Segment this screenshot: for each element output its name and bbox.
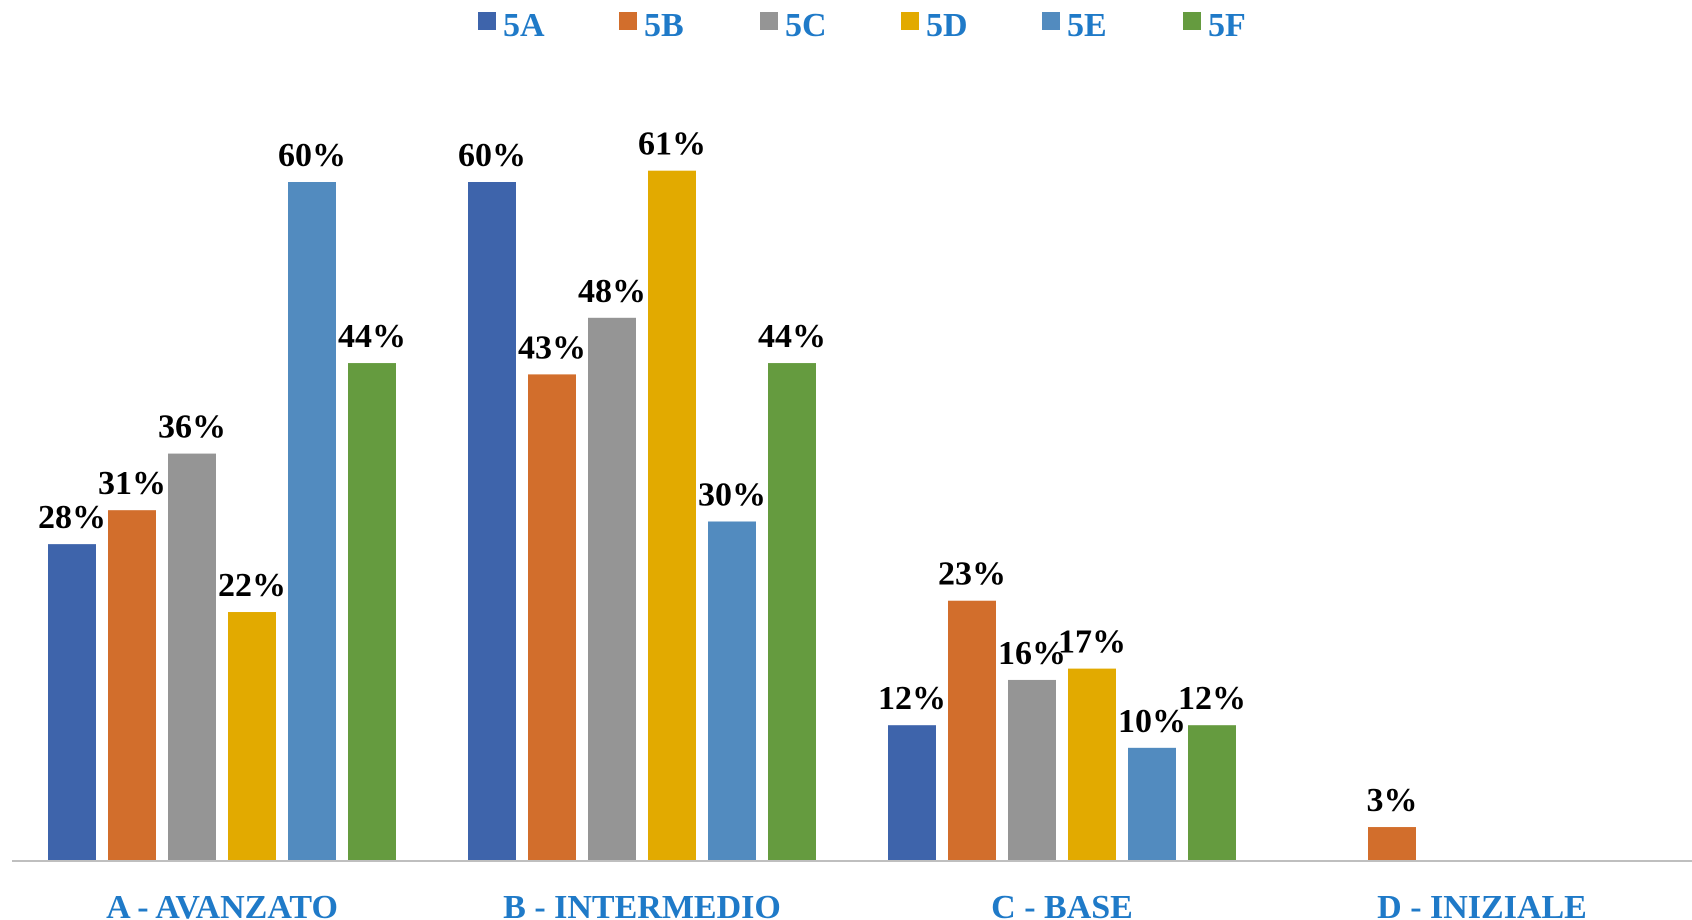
category-labels: A - AVANZATO B - INTERMEDIO C - BASE D - IN… bbox=[106, 889, 1587, 920]
data-label-5c-1: 36% bbox=[158, 409, 226, 446]
data-label-5b-4: 3% bbox=[1367, 782, 1418, 819]
data-label-5c-3: 16% bbox=[998, 635, 1066, 672]
bar-5d-3 bbox=[1068, 668, 1116, 861]
legend-swatch-5d bbox=[901, 12, 919, 30]
legend-label-5d: 5D bbox=[926, 7, 968, 44]
data-label-5b-1: 31% bbox=[98, 465, 166, 502]
data-label-5d-2: 61% bbox=[638, 126, 706, 163]
bars bbox=[48, 170, 1416, 861]
bar-5a-1 bbox=[48, 544, 96, 861]
data-label-5f-1: 44% bbox=[338, 318, 406, 355]
category-label-4: D - INIZIALE bbox=[1377, 889, 1587, 920]
bar-5e-3 bbox=[1128, 747, 1176, 861]
legend-swatch-5b bbox=[619, 12, 637, 30]
data-label-5e-2: 30% bbox=[698, 477, 766, 514]
data-label-5d-3: 17% bbox=[1058, 624, 1126, 661]
data-labels: 28%31% 36% 22% 60% 44% 60% 43% 48% 61% 30% 44% 12% 2… bbox=[38, 126, 1418, 819]
legend-label-5e: 5E bbox=[1067, 7, 1107, 44]
data-label-5b-3: 23% bbox=[938, 556, 1006, 593]
bar-5d-1 bbox=[228, 612, 276, 861]
data-label-5d-1: 22% bbox=[218, 567, 286, 604]
bar-5d-2 bbox=[648, 170, 696, 861]
legend: 5A 5B 5C 5D 5E 5F bbox=[478, 7, 1246, 44]
category-label-2: B - INTERMEDIO bbox=[503, 889, 781, 920]
bar-5f-2 bbox=[768, 363, 816, 861]
data-label-5f-2: 44% bbox=[758, 318, 826, 355]
category-label-3: C - BASE bbox=[991, 889, 1133, 920]
data-label-5f-3: 12% bbox=[1178, 680, 1246, 717]
data-label-5a-2: 60% bbox=[458, 137, 526, 174]
legend-label-5c: 5C bbox=[785, 7, 827, 44]
bar-5a-2 bbox=[468, 182, 516, 861]
bar-5e-1 bbox=[288, 182, 336, 861]
bar-5e-2 bbox=[708, 521, 756, 861]
data-label-5e-3: 10% bbox=[1118, 703, 1186, 740]
legend-label-5b: 5B bbox=[644, 7, 684, 44]
legend-swatch-5f bbox=[1183, 12, 1201, 30]
bar-5a-3 bbox=[888, 725, 936, 861]
legend-swatch-5a bbox=[478, 12, 496, 30]
bar-5c-1 bbox=[168, 453, 216, 861]
data-label-5c-2: 48% bbox=[578, 273, 646, 310]
bar-5b-4 bbox=[1368, 827, 1416, 861]
legend-label-5f: 5F bbox=[1208, 7, 1246, 44]
bar-5b-2 bbox=[528, 374, 576, 861]
bar-5b-1 bbox=[108, 510, 156, 861]
legend-swatch-5c bbox=[760, 12, 778, 30]
category-label-1: A - AVANZATO bbox=[106, 889, 338, 920]
bar-5c-3 bbox=[1008, 679, 1056, 861]
legend-label-5a: 5A bbox=[503, 7, 545, 44]
data-label-5a-1: 28% bbox=[38, 499, 106, 536]
bar-5f-3 bbox=[1188, 725, 1236, 861]
bar-5b-3 bbox=[948, 600, 996, 861]
bar-5c-2 bbox=[588, 317, 636, 861]
legend-swatch-5e bbox=[1042, 12, 1060, 30]
data-label-5e-1: 60% bbox=[278, 137, 346, 174]
data-label-5a-3: 12% bbox=[878, 680, 946, 717]
bar-5f-1 bbox=[348, 363, 396, 861]
data-label-5b-2: 43% bbox=[518, 329, 586, 366]
